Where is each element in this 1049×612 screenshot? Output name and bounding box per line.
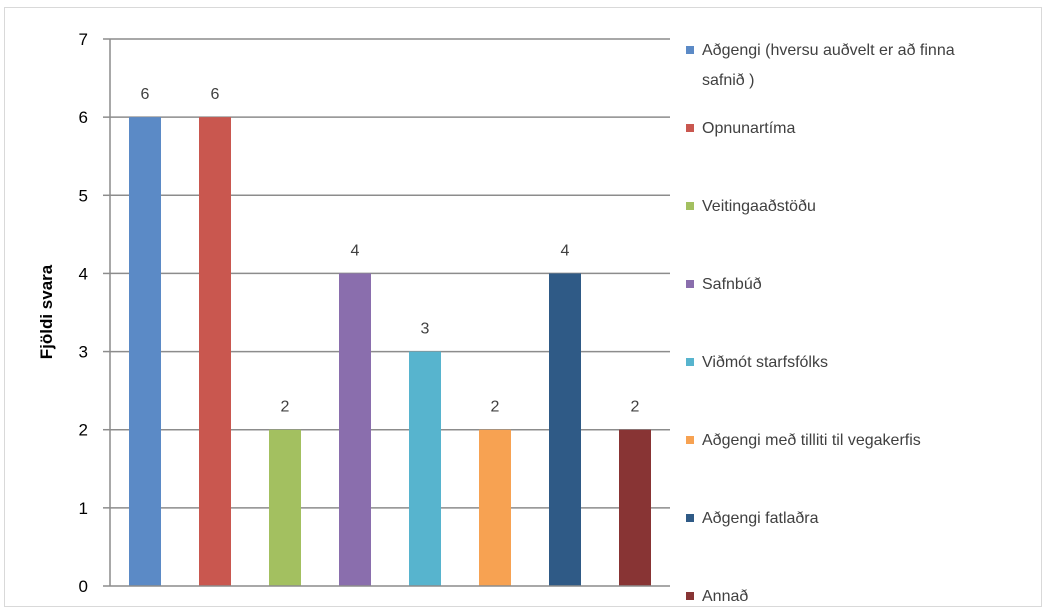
bar [269,429,301,586]
y-tick-label: 4 [79,264,88,283]
bar [619,429,651,586]
legend-label: Opnunartíma [702,120,795,137]
legend-swatch [686,124,694,132]
legend-swatch [686,514,694,522]
legend: Aðgengi (hversu auðvelt er að finna safni… [686,42,955,605]
data-label: 3 [421,321,430,338]
legend-swatch [686,436,694,444]
legend-label: Viðmót starfsfólks [702,354,828,371]
y-tick-label: 6 [79,108,88,127]
bar [479,429,511,586]
legend-swatch [686,46,694,54]
data-labels: 6 6 2 4 3 2 4 2 [141,86,640,416]
legend-label: Aðgengi fatlaðra [702,510,819,527]
bar [129,117,161,587]
legend-label: Annað [702,588,748,605]
legend-swatch [686,280,694,288]
y-tick-label: 7 [79,30,88,49]
legend-label: Aðgengi með tilliti til vegakerfis [702,432,921,449]
bar [409,351,441,586]
bar [339,273,371,586]
legend-label: Safnbúð [702,276,762,293]
y-tick-label: 5 [79,186,88,205]
data-label: 2 [281,399,290,416]
data-label: 2 [491,399,500,416]
data-label: 2 [631,399,640,416]
y-axis-title: Fjöldi svara [37,264,56,359]
gridlines [110,38,670,509]
legend-label: Aðgengi (hversu auðvelt er að finna [702,42,955,59]
legend-swatch [686,358,694,366]
bar [199,117,231,587]
legend-swatch [686,592,694,600]
axes: 0 1 2 3 4 5 6 7 [79,30,670,596]
chart-frame [4,7,1042,607]
data-label: 6 [141,86,150,103]
legend-label: safnið ) [702,72,754,89]
y-tick-label: 2 [79,421,88,440]
bar [549,273,581,586]
legend-swatch [686,202,694,210]
data-label: 6 [211,86,220,103]
y-tick-label: 0 [79,577,88,596]
y-tick-label: 3 [79,343,88,362]
data-label: 4 [561,242,570,259]
data-label: 4 [351,242,360,259]
legend-label: Veitingaaðstöðu [702,198,816,215]
bars [129,117,651,587]
y-tick-label: 1 [79,499,88,518]
